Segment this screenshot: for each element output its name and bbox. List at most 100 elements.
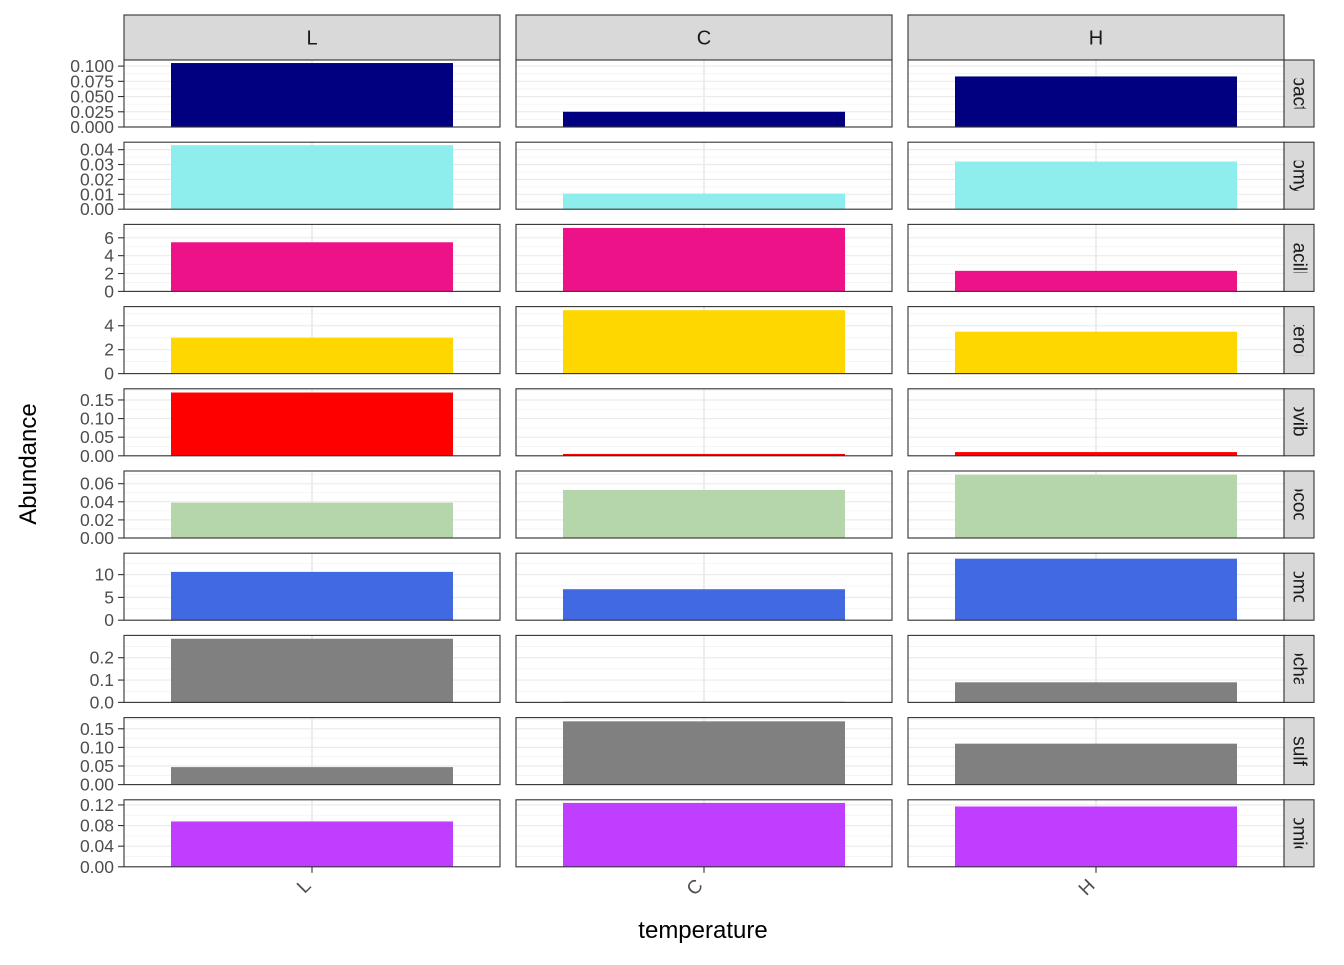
y-tick-label: 0.15 [80, 719, 114, 739]
x-tick-label: C [683, 875, 708, 900]
bar [563, 721, 845, 785]
facet-panel [907, 717, 1285, 786]
y-tick-label: 10 [95, 565, 115, 585]
facet-panel [123, 223, 501, 292]
row-strip-label: comicr [1289, 805, 1310, 862]
y-tick-label: 0.025 [70, 102, 114, 122]
y-tick-label: 0.08 [80, 816, 114, 836]
bar [171, 145, 453, 210]
facet-panel [123, 717, 501, 786]
row-strip [1283, 223, 1315, 292]
y-tick-label: 0.10 [80, 409, 114, 429]
facet-panel [907, 470, 1285, 539]
bar [955, 161, 1237, 210]
y-tick-label: 0.10 [80, 737, 114, 757]
y-tick-label: 0.04 [80, 492, 114, 512]
y-tick-label: 2 [104, 264, 114, 284]
bar [955, 331, 1237, 374]
facet-panel [515, 552, 893, 621]
row-strip [1283, 141, 1315, 210]
y-tick-label: 0 [104, 364, 114, 384]
bar [955, 76, 1237, 127]
bar [563, 490, 845, 538]
bar [955, 474, 1237, 538]
row-strip [1283, 59, 1315, 128]
bar [563, 111, 845, 127]
facet-panel [123, 470, 501, 539]
panel-border [123, 223, 501, 292]
facet-panel [515, 470, 893, 539]
panel-border [515, 717, 893, 786]
panel-border [515, 552, 893, 621]
row-strip-label: nomyc [1289, 148, 1310, 204]
facet-panel [907, 306, 1285, 375]
bar [955, 806, 1237, 867]
row-strip-label: lovibri [1289, 397, 1310, 447]
panel-border [123, 141, 501, 210]
facet-panel [907, 634, 1285, 704]
facet-panel [907, 799, 1285, 868]
bar [171, 571, 453, 621]
facet-panel [907, 141, 1285, 210]
y-tick-label: 0.00 [80, 857, 114, 877]
panel-border [123, 59, 501, 128]
y-tick-label: 0.075 [70, 71, 114, 91]
y-tick-label: 0.15 [80, 390, 114, 410]
row-strip [1283, 799, 1315, 868]
y-axis-title: Abundance [15, 403, 42, 524]
panel-border [515, 141, 893, 210]
facet-panel [907, 59, 1285, 128]
y-tick-label: 0.00 [80, 199, 114, 219]
row-strip [1283, 552, 1315, 621]
panel-border [515, 59, 893, 128]
y-tick-label: 0.00 [80, 775, 114, 795]
row-strip [1283, 470, 1315, 539]
column-strip-label: L [306, 28, 317, 50]
row-strip-label: rochae [1289, 640, 1310, 698]
y-tick-label: 0 [104, 281, 114, 301]
row-strip [1283, 634, 1315, 703]
facet-panel [515, 717, 893, 786]
column-strip [907, 14, 1285, 61]
bar [955, 270, 1237, 292]
bar [171, 502, 453, 538]
bar [955, 682, 1237, 703]
column-strip [123, 14, 501, 61]
bar [563, 802, 845, 867]
facet-panel [123, 306, 501, 375]
y-tick-label: 0.01 [80, 184, 114, 204]
row-strip-label: Bacillo [1289, 230, 1310, 286]
column-strip-label: C [697, 28, 711, 50]
bar [171, 337, 453, 374]
bar [171, 767, 453, 785]
panel-border [123, 717, 501, 786]
x-tick-label: H [1075, 875, 1100, 900]
bar [563, 310, 845, 374]
facet-panel [515, 388, 893, 457]
panel-border [123, 634, 501, 703]
facet-panel [123, 59, 501, 128]
facet-panel [907, 223, 1285, 292]
panel-border [123, 552, 501, 621]
y-tick-label: 0.1 [90, 670, 114, 690]
facet-panel [123, 388, 501, 457]
y-tick-label: 0.0 [90, 692, 115, 712]
facet-panel [515, 59, 893, 128]
y-tick-label: 0.12 [80, 795, 114, 815]
row-strip-label: obacte [1289, 65, 1310, 122]
y-tick-label: 0 [104, 610, 114, 630]
facet-panel [123, 799, 501, 868]
bar [563, 453, 845, 456]
facet-panel [515, 141, 893, 210]
y-tick-label: 5 [104, 587, 114, 607]
panel-border [123, 306, 501, 375]
x-tick-label: L [293, 875, 315, 897]
y-tick-label: 2 [104, 340, 114, 360]
column-strip-label: H [1089, 28, 1103, 50]
row-strip-label: lococc [1289, 478, 1310, 532]
y-tick-label: 0.00 [80, 446, 114, 466]
facet-panel [123, 552, 501, 621]
facet-panel [515, 799, 893, 868]
